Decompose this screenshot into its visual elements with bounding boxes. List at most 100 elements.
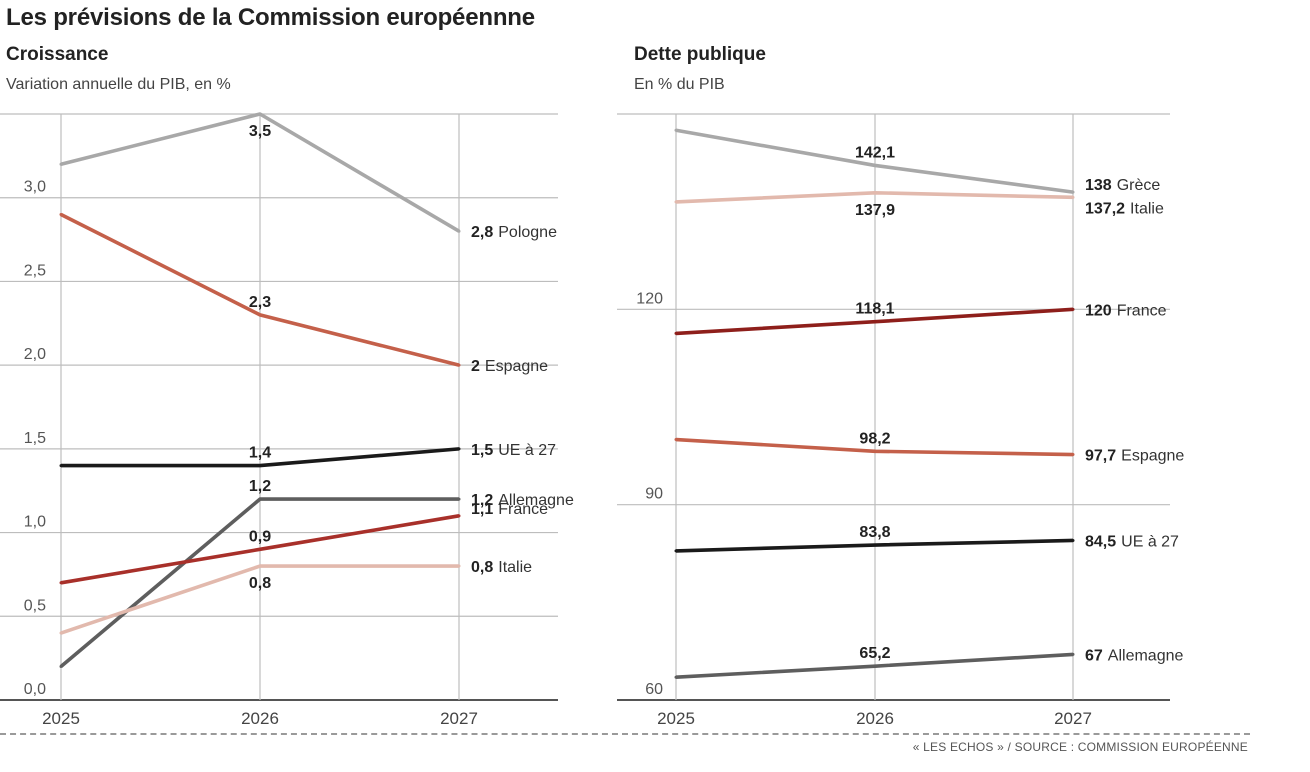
x-tick-label: 2027: [440, 709, 478, 728]
series-espagne: 2,3 2 Espagne: [59, 212, 548, 375]
series-france: 118,1 120 France: [674, 301, 1167, 336]
series-name: Espagne: [485, 358, 548, 375]
series-ue-a-27: 1,4 1,5 UE à 27: [59, 442, 556, 468]
growth-chart: 0,0 0,5 1,0 1,5 2,0 2,5 3,0 2025 2026 2027 3,5 2,8 P…: [0, 112, 574, 728]
data-point: [674, 200, 678, 204]
end-label: 1,1 France: [471, 501, 548, 518]
data-point: [59, 162, 63, 166]
data-point: [1071, 195, 1075, 199]
data-point: [873, 664, 877, 668]
data-point: [1071, 307, 1075, 311]
data-point: [59, 464, 63, 468]
series-name: UE à 27: [1121, 533, 1179, 550]
y-tick-label: 2,0: [24, 346, 46, 363]
data-label-2026: 83,8: [859, 524, 890, 541]
y-tick-label: 1,5: [24, 430, 46, 447]
end-value: 84,5: [1085, 533, 1116, 550]
end-value: 97,7: [1085, 448, 1116, 465]
data-point: [674, 331, 678, 335]
data-label-2026: 1,4: [249, 445, 271, 462]
y-tick-label: 120: [636, 290, 663, 307]
data-label-2026: 65,2: [859, 645, 890, 662]
series-name: France: [1117, 302, 1167, 319]
data-point: [674, 438, 678, 442]
data-point: [258, 564, 262, 568]
series-name: Allemagne: [1108, 647, 1184, 664]
data-point: [674, 675, 678, 679]
end-value: 1,1: [471, 501, 493, 518]
data-point: [59, 665, 63, 669]
data-label-2026: 118,1: [855, 301, 894, 318]
end-label: 67 Allemagne: [1085, 647, 1184, 664]
end-value: 138: [1085, 177, 1112, 194]
end-value: 137,2: [1085, 200, 1125, 217]
data-point: [457, 514, 461, 518]
end-value: 2: [471, 358, 480, 375]
x-tick-label: 2026: [856, 709, 894, 728]
end-label: 120 France: [1085, 302, 1167, 319]
y-tick-label: 0,0: [24, 681, 46, 698]
series-italie: 0,8 0,8 Italie: [59, 559, 532, 635]
data-point: [873, 163, 877, 167]
end-value: 67: [1085, 647, 1103, 664]
data-label-2026: 1,2: [249, 478, 271, 495]
data-label-2026: 3,5: [249, 123, 271, 140]
end-label: 138 Grèce: [1085, 177, 1160, 194]
data-point: [457, 363, 461, 367]
data-point: [1071, 652, 1075, 656]
series-name: Italie: [1130, 200, 1164, 217]
data-label-2026: 2,3: [249, 294, 271, 311]
series-ue-a-27: 83,8 84,5 UE à 27: [674, 524, 1179, 553]
data-point: [1071, 453, 1075, 457]
end-value: 1,5: [471, 442, 493, 459]
data-point: [873, 543, 877, 547]
series-name: Allemagne: [498, 492, 574, 509]
data-point: [873, 320, 877, 324]
data-label-2026: 142,1: [855, 144, 895, 161]
data-point: [59, 581, 63, 585]
end-label: 2,8 Pologne: [471, 224, 557, 241]
data-point: [1071, 538, 1075, 542]
data-label-2026: 98,2: [859, 430, 890, 447]
data-point: [59, 631, 63, 635]
x-tick-label: 2025: [42, 709, 80, 728]
data-point: [873, 191, 877, 195]
end-value: 2,8: [471, 224, 493, 241]
data-point: [457, 497, 461, 501]
main-title: Les prévisions de la Commission européen…: [6, 4, 535, 31]
data-point: [873, 449, 877, 453]
data-label-2026: 137,9: [855, 202, 895, 219]
series-italie: 137,9 137,2 Italie: [674, 190, 1164, 219]
data-point: [457, 447, 461, 451]
end-label: 137,2 Italie: [1085, 200, 1164, 217]
series-france: 0,9 1,1 France: [59, 501, 548, 585]
data-point: [674, 128, 678, 132]
end-value: 1,2: [471, 492, 493, 509]
series-allemagne: 65,2 67 Allemagne: [674, 645, 1184, 680]
data-point: [258, 497, 262, 501]
debt-chart-title: Dette publique: [634, 44, 766, 65]
series-grece: 142,1 138 Grèce: [674, 128, 1160, 194]
growth-chart-subtitle: Variation annuelle du PIB, en %: [6, 76, 231, 93]
data-point: [1071, 190, 1075, 194]
source-credit: « LES ECHOS » / SOURCE : COMMISSION EURO…: [912, 740, 1248, 754]
series-name: France: [498, 501, 548, 518]
end-value: 120: [1085, 302, 1112, 319]
series-espagne: 98,2 97,7 Espagne: [674, 430, 1184, 465]
x-tick-label: 2025: [657, 709, 695, 728]
series-name: Pologne: [498, 224, 557, 241]
x-tick-label: 2027: [1054, 709, 1092, 728]
growth-chart-title: Croissance: [6, 44, 109, 65]
end-value: 0,8: [471, 559, 493, 576]
data-point: [457, 564, 461, 568]
end-label: 0,8 Italie: [471, 559, 532, 576]
series-name: Italie: [498, 559, 532, 576]
end-label: 97,7 Espagne: [1085, 448, 1184, 465]
y-tick-label: 60: [645, 681, 663, 698]
y-tick-label: 0,5: [24, 597, 46, 614]
data-point: [59, 212, 63, 216]
data-label-2026: 0,8: [249, 575, 271, 592]
footer-divider: [0, 733, 1250, 735]
data-point: [258, 112, 262, 116]
